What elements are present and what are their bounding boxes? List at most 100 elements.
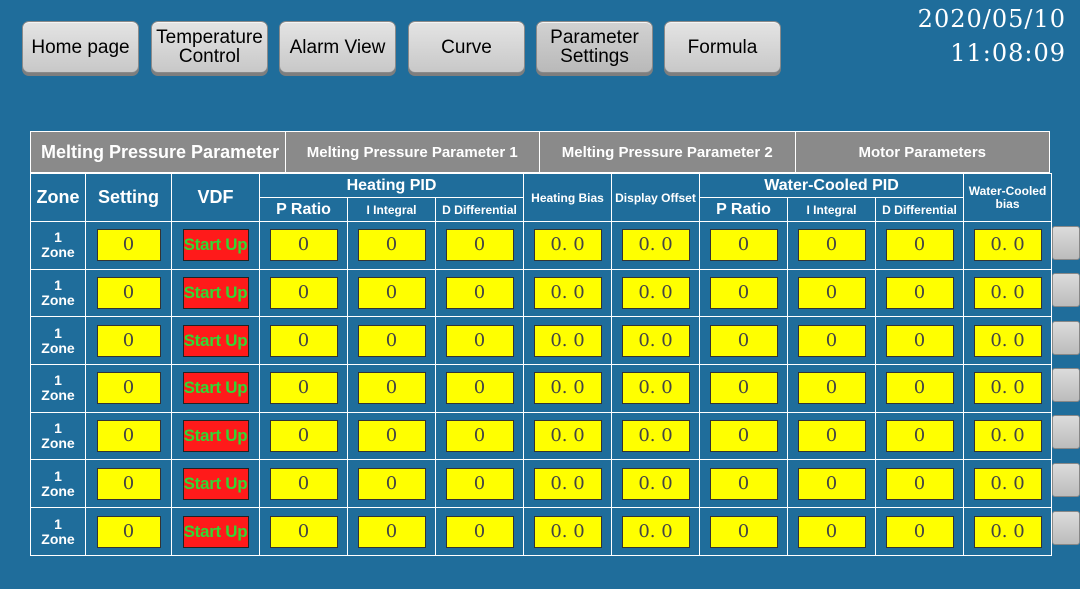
- row-side-button[interactable]: [1052, 273, 1080, 307]
- heating-bias-input[interactable]: 0. 0: [533, 420, 602, 453]
- water-p-ratio-input[interactable]: 0: [709, 467, 778, 500]
- water-p-ratio-input[interactable]: 0: [709, 324, 778, 357]
- zone-text: Zone: [41, 244, 75, 261]
- water-cooled-bias-input[interactable]: 0. 0: [973, 277, 1042, 310]
- heating-bias-input[interactable]: 0. 0: [533, 515, 602, 548]
- display-offset-input[interactable]: 0. 0: [621, 324, 690, 357]
- heating-i-integral-input[interactable]: 0: [357, 515, 426, 548]
- heating-p-ratio-input[interactable]: 0: [269, 229, 338, 262]
- heating-bias-input[interactable]: 0. 0: [533, 229, 602, 262]
- row-side-button[interactable]: [1052, 415, 1080, 449]
- vdf-start-up-button[interactable]: Start Up: [182, 277, 249, 310]
- water-p-ratio-input[interactable]: 0: [709, 277, 778, 310]
- vdf-start-up-button[interactable]: Start Up: [182, 467, 249, 500]
- heating-p-ratio-input[interactable]: 0: [269, 324, 338, 357]
- heating-i-integral-input[interactable]: 0: [357, 420, 426, 453]
- header-heating-pid: Heating PID: [259, 173, 524, 198]
- nav-temperature-control-button[interactable]: Temperature Control: [151, 21, 268, 73]
- tab-motor-parameters[interactable]: Motor Parameters: [795, 132, 1050, 172]
- water-d-differential-input[interactable]: 0: [885, 372, 954, 405]
- water-cooled-bias-input[interactable]: 0. 0: [973, 515, 1042, 548]
- nav-formula-button[interactable]: Formula: [664, 21, 781, 73]
- heating-p-ratio-input[interactable]: 0: [269, 277, 338, 310]
- water-i-integral-input[interactable]: 0: [797, 229, 866, 262]
- heating-p-ratio-input[interactable]: 0: [269, 467, 338, 500]
- water-d-differential-input[interactable]: 0: [885, 277, 954, 310]
- water-cooled-bias-input[interactable]: 0. 0: [973, 467, 1042, 500]
- setting-input[interactable]: 0: [96, 372, 161, 405]
- water-i-integral-input[interactable]: 0: [797, 372, 866, 405]
- water-cooled-bias-input[interactable]: 0. 0: [973, 229, 1042, 262]
- heating-i-integral-input[interactable]: 0: [357, 467, 426, 500]
- heating-d-differential-input[interactable]: 0: [445, 324, 514, 357]
- nav-parameter-settings-button[interactable]: Parameter Settings: [536, 21, 653, 73]
- tab-melting-pressure-parameter[interactable]: Melting Pressure Parameter: [31, 132, 286, 172]
- water-cooled-bias-input[interactable]: 0. 0: [973, 372, 1042, 405]
- heating-bias-input[interactable]: 0. 0: [533, 372, 602, 405]
- water-p-ratio-input[interactable]: 0: [709, 229, 778, 262]
- heating-bias-input[interactable]: 0. 0: [533, 467, 602, 500]
- water-i-integral-input[interactable]: 0: [797, 277, 866, 310]
- tab-melting-pressure-parameter-2[interactable]: Melting Pressure Parameter 2: [540, 132, 796, 172]
- display-offset-input[interactable]: 0. 0: [621, 515, 690, 548]
- heating-d-differential-input[interactable]: 0: [445, 467, 514, 500]
- water-d-differential-input[interactable]: 0: [885, 324, 954, 357]
- water-i-integral-input[interactable]: 0: [797, 515, 866, 548]
- setting-input[interactable]: 0: [96, 324, 161, 357]
- display-offset-input[interactable]: 0. 0: [621, 420, 690, 453]
- heating-bias-input[interactable]: 0. 0: [533, 277, 602, 310]
- heating-p-ratio-input[interactable]: 0: [269, 372, 338, 405]
- water-d-differential-input[interactable]: 0: [885, 420, 954, 453]
- vdf-start-up-button[interactable]: Start Up: [182, 229, 249, 262]
- water-d-differential-input[interactable]: 0: [885, 467, 954, 500]
- heating-d-differential-input[interactable]: 0: [445, 420, 514, 453]
- vdf-start-up-button[interactable]: Start Up: [182, 372, 249, 405]
- water-i-integral-input[interactable]: 0: [797, 467, 866, 500]
- nav-alarm-view-button[interactable]: Alarm View: [279, 21, 396, 73]
- water-d-differential-input[interactable]: 0: [885, 515, 954, 548]
- row-side-button[interactable]: [1052, 511, 1080, 545]
- setting-input[interactable]: 0: [96, 515, 161, 548]
- vdf-start-up-button[interactable]: Start Up: [182, 324, 249, 357]
- vdf-start-up-button[interactable]: Start Up: [182, 515, 249, 548]
- row-side-button[interactable]: [1052, 463, 1080, 497]
- water-p-ratio-input[interactable]: 0: [709, 515, 778, 548]
- heating-i-integral-input[interactable]: 0: [357, 277, 426, 310]
- heating-p-ratio-input[interactable]: 0: [269, 420, 338, 453]
- water-cooled-bias-input[interactable]: 0. 0: [973, 324, 1042, 357]
- heating-p-ratio-input[interactable]: 0: [269, 515, 338, 548]
- water-i-integral-input[interactable]: 0: [797, 420, 866, 453]
- water-p-ratio-input[interactable]: 0: [709, 372, 778, 405]
- setting-input[interactable]: 0: [96, 229, 161, 262]
- nav-home-page-button[interactable]: Home page: [22, 21, 139, 73]
- water-cooled-bias-input[interactable]: 0. 0: [973, 420, 1042, 453]
- display-offset-input[interactable]: 0. 0: [621, 277, 690, 310]
- heating-i-integral-input[interactable]: 0: [357, 229, 426, 262]
- row-side-button[interactable]: [1052, 368, 1080, 402]
- heating-bias-input[interactable]: 0. 0: [533, 324, 602, 357]
- heating-d-differential-input[interactable]: 0: [445, 229, 514, 262]
- heating-i-integral-input[interactable]: 0: [357, 324, 426, 357]
- water-p-ratio-input[interactable]: 0: [709, 420, 778, 453]
- row-side-button[interactable]: [1052, 321, 1080, 355]
- table-row: 1 Zone 0 Start Up 0 0 0 0. 0 0. 0 0 0 0 0. 0: [30, 411, 1053, 461]
- display-offset-input[interactable]: 0. 0: [621, 372, 690, 405]
- table-row: 1 Zone 0 Start Up 0 0 0 0. 0 0. 0 0 0 0 0. 0: [30, 316, 1053, 366]
- display-offset-input[interactable]: 0. 0: [621, 229, 690, 262]
- setting-input[interactable]: 0: [96, 420, 161, 453]
- nav-curve-button[interactable]: Curve: [408, 21, 525, 73]
- heating-i-integral-input[interactable]: 0: [357, 372, 426, 405]
- display-offset-input[interactable]: 0. 0: [621, 467, 690, 500]
- setting-input[interactable]: 0: [96, 467, 161, 500]
- water-d-differential-input[interactable]: 0: [885, 229, 954, 262]
- heating-d-differential-input[interactable]: 0: [445, 515, 514, 548]
- tab-melting-pressure-parameter-1[interactable]: Melting Pressure Parameter 1: [285, 132, 541, 172]
- table-cell: 0: [787, 507, 876, 557]
- setting-input[interactable]: 0: [96, 277, 161, 310]
- row-side-button[interactable]: [1052, 226, 1080, 260]
- vdf-start-up-button[interactable]: Start Up: [182, 420, 249, 453]
- heating-d-differential-input[interactable]: 0: [445, 277, 514, 310]
- water-i-integral-input[interactable]: 0: [797, 324, 866, 357]
- table-cell: 0: [435, 411, 524, 461]
- heating-d-differential-input[interactable]: 0: [445, 372, 514, 405]
